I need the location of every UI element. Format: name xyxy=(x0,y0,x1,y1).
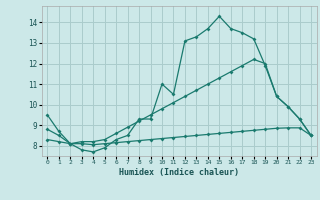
X-axis label: Humidex (Indice chaleur): Humidex (Indice chaleur) xyxy=(119,168,239,177)
